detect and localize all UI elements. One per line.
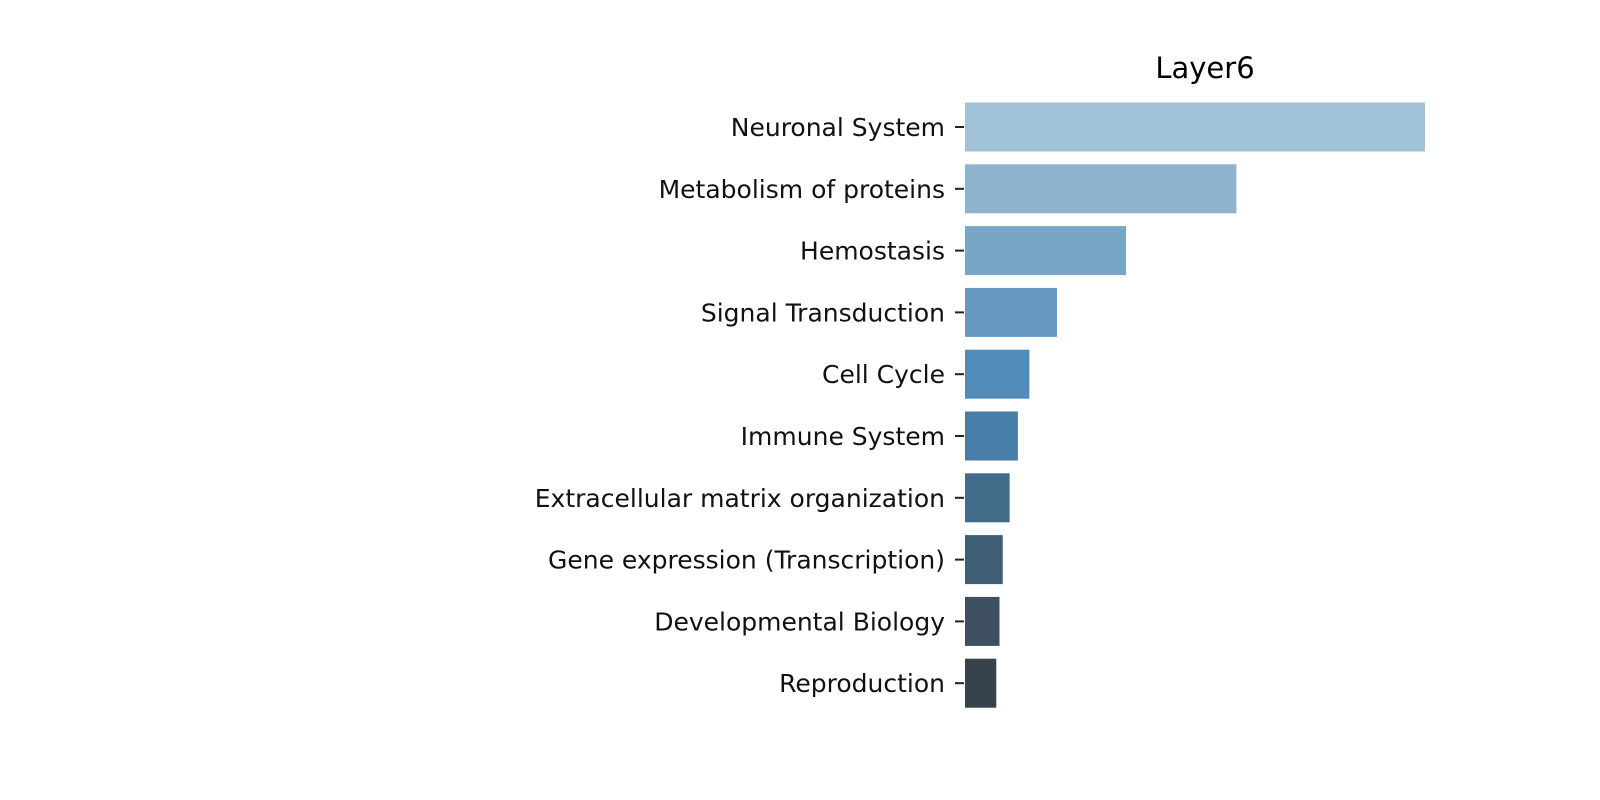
bars — [965, 102, 1425, 708]
bar — [965, 473, 1010, 523]
y-tick-label: Extracellular matrix organization — [535, 484, 945, 513]
y-tick-label: Metabolism of proteins — [659, 175, 945, 204]
y-tick-label: Gene expression (Transcription) — [548, 546, 945, 575]
bar — [965, 226, 1126, 276]
chart-title: Layer6 — [1155, 51, 1254, 85]
y-tick-label: Cell Cycle — [822, 360, 945, 389]
bar — [965, 164, 1237, 214]
y-tick-label: Signal Transduction — [701, 298, 945, 327]
bar — [965, 658, 997, 708]
y-axis-tick-labels: Neuronal System Metabolism of proteins Hem… — [535, 113, 945, 698]
bar — [965, 596, 1000, 646]
y-tick-label: Reproduction — [779, 669, 945, 698]
y-axis-ticks — [955, 126, 964, 685]
bar — [965, 102, 1425, 152]
bar — [965, 411, 1018, 461]
bar — [965, 287, 1057, 337]
y-tick-label: Hemostasis — [800, 237, 945, 266]
y-tick-label: Developmental Biology — [654, 607, 945, 636]
y-tick-label: Neuronal System — [731, 113, 945, 142]
bar — [965, 535, 1003, 585]
bar — [965, 349, 1030, 399]
y-tick-label: Immune System — [741, 422, 945, 451]
